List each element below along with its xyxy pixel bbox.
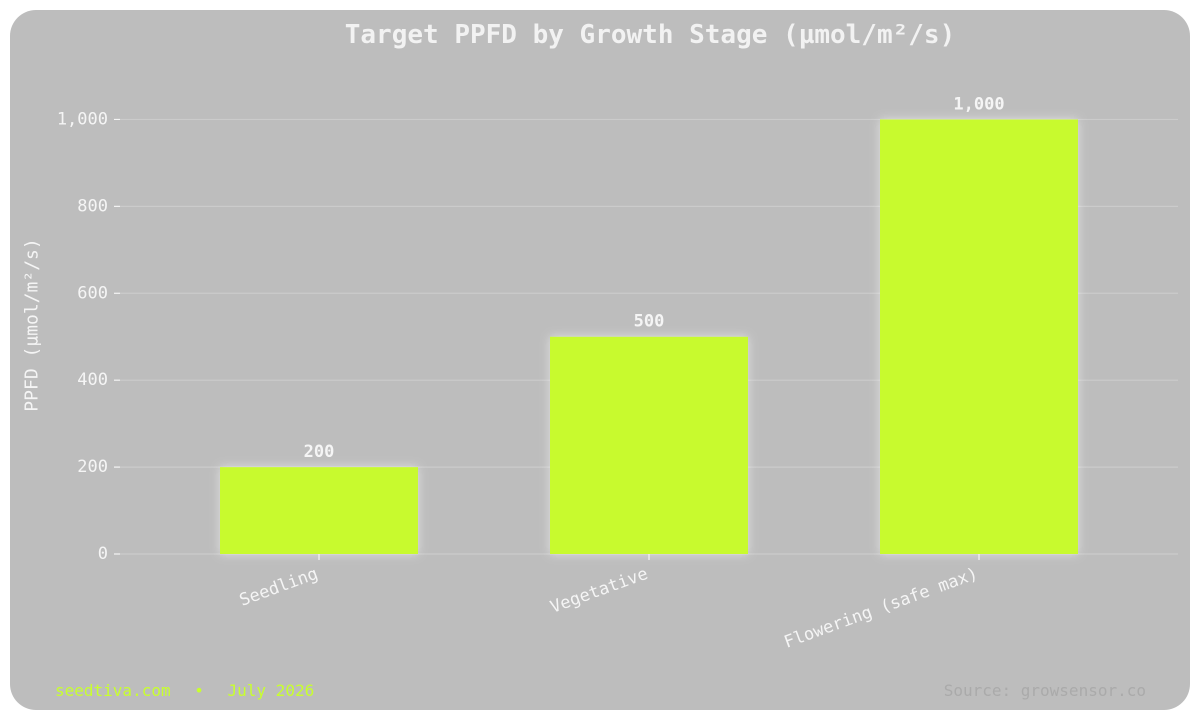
y-tick-label: 600 bbox=[77, 283, 108, 303]
footer-date: July 2026 bbox=[228, 681, 315, 700]
footer-credit: seedtiva.com • July 2026 bbox=[55, 681, 314, 700]
y-tick-label: 0 bbox=[98, 544, 108, 564]
chart-card: Target PPFD by Growth Stage (µmol/m²/s) … bbox=[10, 10, 1190, 710]
x-tick-label: Seedling bbox=[237, 564, 321, 611]
bar-chart: Target PPFD by Growth Stage (µmol/m²/s) … bbox=[22, 20, 1178, 700]
bars bbox=[220, 119, 1078, 555]
y-axis-ticks: 0 200 400 600 800 1,000 bbox=[57, 109, 120, 564]
y-axis-label: PPFD (µmol/m²/s) bbox=[22, 238, 43, 411]
data-labels: 200 500 1,000 bbox=[304, 94, 1005, 462]
bar-flowering-safe-max bbox=[880, 119, 1078, 555]
x-tick-label: Flowering (safe max) bbox=[782, 564, 981, 653]
y-tick-label: 400 bbox=[77, 370, 108, 390]
x-tick-label: Vegetative bbox=[548, 564, 651, 618]
y-tick-label: 800 bbox=[77, 196, 108, 216]
data-label: 500 bbox=[634, 312, 665, 332]
footer-source: Source: growsensor.co bbox=[944, 681, 1146, 700]
y-tick-label: 200 bbox=[77, 457, 108, 477]
footer-site: seedtiva.com bbox=[55, 681, 171, 700]
data-label: 1,000 bbox=[953, 94, 1004, 114]
x-axis-ticks: Seedling Vegetative Flowering (safe max) bbox=[237, 554, 981, 653]
data-label: 200 bbox=[304, 442, 335, 462]
footer-separator: • bbox=[194, 681, 204, 700]
bar-vegetative bbox=[550, 336, 748, 554]
bar-seedling bbox=[220, 467, 418, 554]
y-tick-label: 1,000 bbox=[57, 109, 108, 129]
chart-title: Target PPFD by Growth Stage (µmol/m²/s) bbox=[345, 20, 955, 50]
